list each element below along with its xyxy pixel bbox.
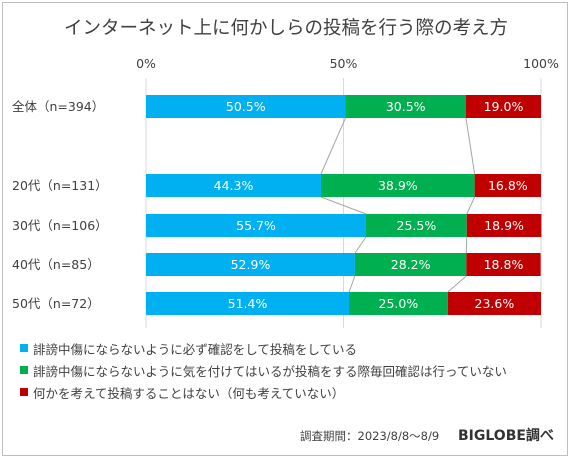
bar-segment — [474, 174, 541, 197]
category-label: 全体（n=394） — [12, 99, 104, 114]
data-label: 25.0% — [379, 296, 419, 311]
category-label: 50代（n=72） — [12, 296, 100, 311]
data-label: 51.4% — [228, 296, 268, 311]
category-label: 20代（n=131） — [12, 178, 108, 193]
legend-item-3: 何かを考えて投稿することはない（何も考えていない） — [20, 383, 344, 401]
bar-segment — [320, 174, 475, 197]
bar-segment — [146, 214, 367, 237]
data-label: 50.5% — [226, 99, 266, 114]
x-tick-label: 0% — [136, 56, 156, 71]
data-label: 30.5% — [386, 99, 426, 114]
legend-swatch-1 — [20, 344, 28, 352]
category-label: 30代（n=106） — [12, 218, 108, 233]
bar-segment — [146, 174, 321, 197]
bar-segment — [447, 292, 541, 315]
source-credit: BIGLOBE調べ — [458, 428, 554, 444]
legend-label-3: 何かを考えて投稿することはない（何も考えていない） — [33, 385, 345, 401]
series-connector-line — [348, 275, 356, 293]
x-tick-label: 100% — [523, 56, 559, 71]
data-label: 23.6% — [475, 296, 515, 311]
data-label: 16.8% — [488, 178, 528, 193]
bar-segment — [354, 253, 467, 276]
data-label: 38.9% — [378, 178, 418, 193]
legend-swatch-3 — [20, 388, 28, 396]
data-label: 52.9% — [231, 257, 271, 272]
data-label: 25.5% — [397, 218, 437, 233]
series-connector-line — [320, 117, 346, 175]
chart-title: インターネット上に何かしらの投稿を行う際の考え方 — [63, 18, 508, 39]
legend-swatch-2 — [20, 366, 28, 374]
data-label: 18.9% — [484, 218, 524, 233]
data-label: 28.2% — [391, 257, 431, 272]
series-connector-line — [354, 236, 367, 254]
legend-label-2: 誹謗中傷にならないように気を付けてはいるが投稿をする際毎回確認は行っていない — [33, 363, 507, 379]
x-tick-label: 50% — [330, 56, 358, 71]
legend-label-1: 誹謗中傷にならないように必ず確認をして投稿をしている — [33, 341, 358, 357]
bar-segment — [466, 214, 542, 237]
bar-segment — [345, 95, 466, 118]
data-label: 55.7% — [236, 218, 276, 233]
bar-segment — [466, 253, 541, 276]
series-connector-line — [320, 196, 367, 215]
legend-item-1: 誹謗中傷にならないように必ず確認をして投稿をしている — [20, 339, 357, 357]
bar-segment — [465, 95, 541, 118]
legend-item-2: 誹謗中傷にならないように気を付けてはいるが投稿をする際毎回確認は行っていない — [20, 361, 507, 379]
data-label: 18.8% — [484, 257, 524, 272]
bar-segment — [146, 253, 355, 276]
bar-segment — [146, 95, 346, 118]
bar-segment — [146, 292, 350, 315]
category-label: 40代（n=85） — [12, 257, 100, 272]
bar-segment — [366, 214, 467, 237]
bar-segment — [349, 292, 448, 315]
series-connector-line — [447, 275, 467, 293]
data-label: 44.3% — [214, 178, 254, 193]
series-connector-line — [466, 196, 476, 215]
series-connector-line — [465, 117, 476, 175]
data-label: 19.0% — [484, 99, 524, 114]
survey-period: 調査期間：2023/8/8～8/9 — [300, 429, 440, 443]
